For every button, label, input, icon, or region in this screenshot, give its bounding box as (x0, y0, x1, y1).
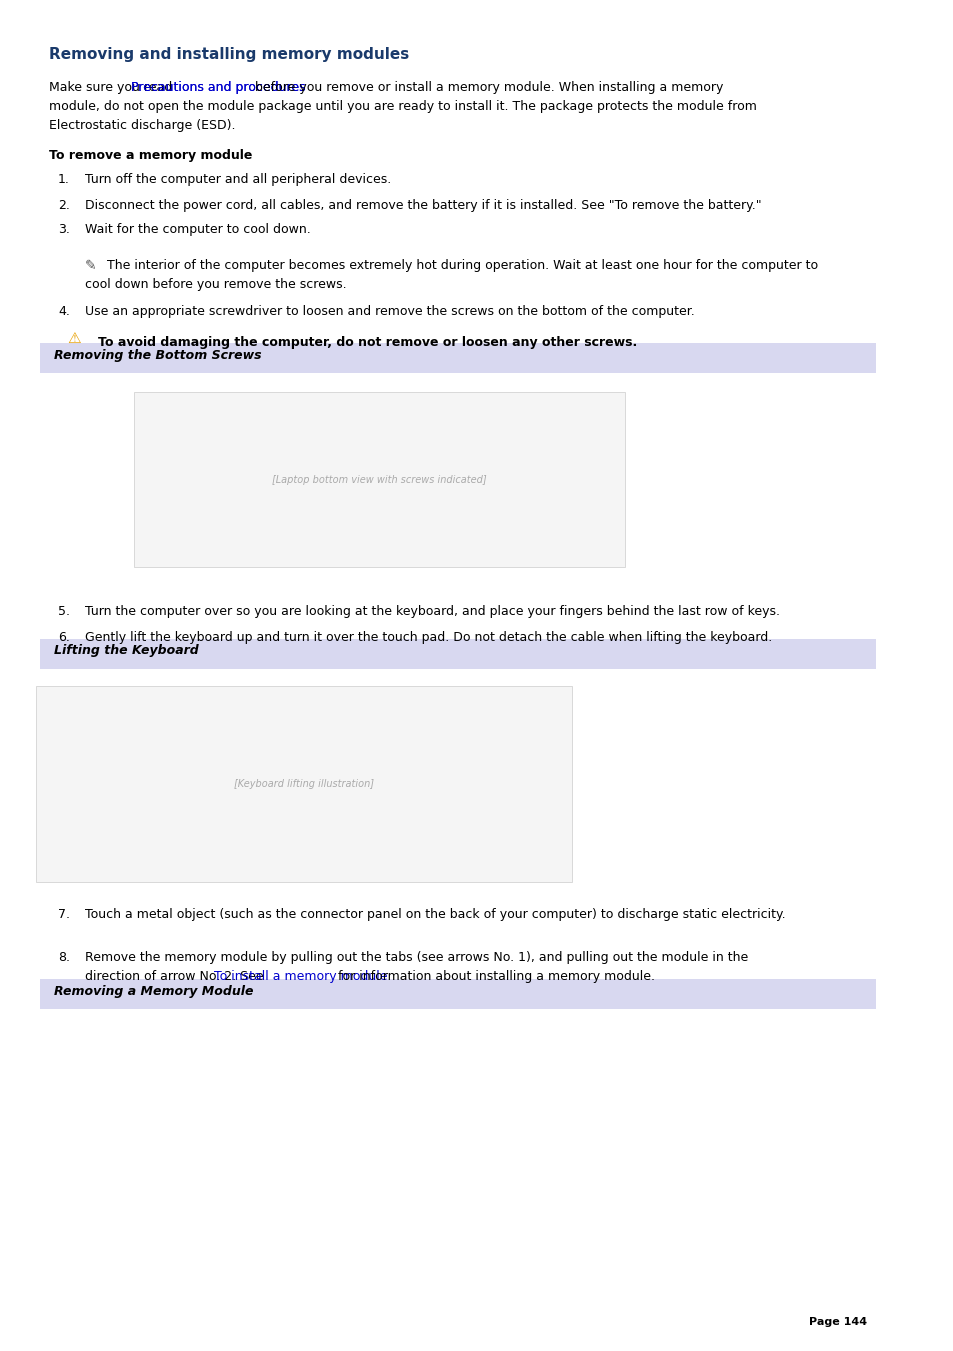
Text: Page 144: Page 144 (808, 1317, 865, 1327)
FancyBboxPatch shape (35, 686, 571, 882)
Text: 3.: 3. (58, 223, 70, 236)
Text: Disconnect the power cord, all cables, and remove the battery if it is installed: Disconnect the power cord, all cables, a… (85, 199, 760, 212)
Text: Turn the computer over so you are looking at the keyboard, and place your finger: Turn the computer over so you are lookin… (85, 605, 779, 619)
Text: 2.: 2. (58, 199, 70, 212)
Text: ✎: ✎ (85, 259, 96, 273)
FancyBboxPatch shape (133, 392, 625, 567)
Text: for information about installing a memory module.: for information about installing a memor… (334, 970, 655, 984)
Text: Electrostatic discharge (ESD).: Electrostatic discharge (ESD). (50, 119, 235, 132)
Text: ⚠: ⚠ (67, 331, 81, 346)
Text: 4.: 4. (58, 305, 70, 319)
Text: To install a memory module: To install a memory module (213, 970, 387, 984)
FancyBboxPatch shape (40, 343, 875, 373)
Text: Turn off the computer and all peripheral devices.: Turn off the computer and all peripheral… (85, 173, 391, 186)
Text: Precautions and procedures: Precautions and procedures (131, 81, 305, 95)
Text: [Keyboard lifting illustration]: [Keyboard lifting illustration] (233, 780, 374, 789)
Text: Removing and installing memory modules: Removing and installing memory modules (50, 47, 409, 62)
Text: [Laptop bottom view with screws indicated]: [Laptop bottom view with screws indicate… (273, 474, 487, 485)
Text: Remove the memory module by pulling out the tabs (see arrows No. 1), and pulling: Remove the memory module by pulling out … (85, 951, 747, 965)
Text: before you remove or install a memory module. When installing a memory: before you remove or install a memory mo… (252, 81, 723, 95)
Text: Lifting the Keyboard: Lifting the Keyboard (53, 644, 198, 658)
Text: Touch a metal object (such as the connector panel on the back of your computer) : Touch a metal object (such as the connec… (85, 908, 784, 921)
Text: 6.: 6. (58, 631, 70, 644)
Text: direction of arrow No. 2. See: direction of arrow No. 2. See (85, 970, 267, 984)
Text: 1.: 1. (58, 173, 70, 186)
Text: 7.: 7. (58, 908, 70, 921)
Text: Removing the Bottom Screws: Removing the Bottom Screws (53, 349, 261, 362)
Text: Use an appropriate screwdriver to loosen and remove the screws on the bottom of : Use an appropriate screwdriver to loosen… (85, 305, 694, 319)
Text: To avoid damaging the computer, do not remove or loosen any other screws.: To avoid damaging the computer, do not r… (98, 336, 637, 350)
FancyBboxPatch shape (40, 979, 875, 1009)
Text: Make sure you read: Make sure you read (50, 81, 176, 95)
Text: Precautions and procedures: Precautions and procedures (131, 81, 305, 95)
Text: Gently lift the keyboard up and turn it over the touch pad. Do not detach the ca: Gently lift the keyboard up and turn it … (85, 631, 771, 644)
Text: 5.: 5. (58, 605, 70, 619)
Text: cool down before you remove the screws.: cool down before you remove the screws. (85, 278, 346, 292)
Text: To remove a memory module: To remove a memory module (50, 149, 253, 162)
Text: module, do not open the module package until you are ready to install it. The pa: module, do not open the module package u… (50, 100, 757, 113)
Text: Wait for the computer to cool down.: Wait for the computer to cool down. (85, 223, 311, 236)
Text: The interior of the computer becomes extremely hot during operation. Wait at lea: The interior of the computer becomes ext… (107, 259, 818, 273)
Text: Removing a Memory Module: Removing a Memory Module (53, 985, 253, 998)
FancyBboxPatch shape (40, 639, 875, 669)
Text: 8.: 8. (58, 951, 70, 965)
